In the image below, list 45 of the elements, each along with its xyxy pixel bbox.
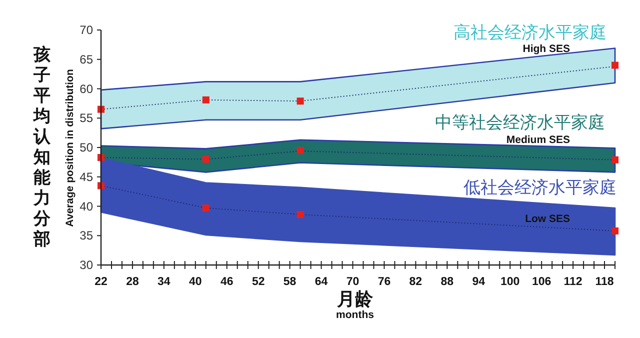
x-tick-label: 52 — [252, 276, 265, 288]
x-tick-label: 64 — [314, 276, 328, 288]
annotation: 高社会经济水平家庭 — [454, 23, 606, 42]
y-tick-label: 50 — [80, 140, 94, 154]
x-tick-label: 82 — [409, 276, 422, 288]
x-tick-label: 34 — [158, 276, 171, 288]
point — [612, 156, 618, 164]
annotation: 中等社会经济水平家庭 — [435, 113, 605, 132]
x-tick-label: 40 — [189, 276, 202, 288]
y-tick-label: 55 — [80, 111, 94, 126]
x-tick-label: 70 — [346, 276, 360, 288]
x-tick-label: 22 — [94, 276, 108, 288]
point — [612, 62, 618, 69]
point — [296, 146, 304, 154]
series-label: Low SES — [525, 213, 570, 226]
text: 孩子平均认知能力分部 — [34, 45, 50, 248]
text: months — [336, 309, 374, 321]
x-tick-label: 88 — [440, 276, 454, 288]
text: Average position in distribution — [64, 69, 76, 227]
y-tick-label: 60 — [80, 82, 94, 96]
x-tick-label: 106 — [532, 276, 552, 288]
y-tick-label: 70 — [80, 23, 94, 37]
y-tick-label: 35 — [80, 228, 94, 243]
x-tick-label: 76 — [378, 276, 391, 288]
x-tick-label: 100 — [500, 276, 520, 288]
x-tick-label: 112 — [564, 276, 582, 288]
x-axis-title: 月龄 — [336, 289, 374, 309]
point — [202, 204, 210, 212]
x-tick-label: 94 — [472, 276, 486, 288]
series-label: Medium SES — [506, 134, 570, 146]
x-tick-label: 46 — [220, 276, 234, 288]
point — [612, 227, 618, 234]
y-tick-label: 40 — [80, 199, 94, 214]
y-tick-label: 45 — [80, 170, 94, 184]
y-tick-label: 30 — [80, 258, 94, 272]
point — [296, 98, 304, 105]
point — [202, 96, 210, 104]
x-tick-label: 28 — [126, 276, 140, 288]
y-tick-label: 65 — [80, 52, 94, 66]
x-tick-label: 118 — [595, 276, 614, 288]
point — [296, 210, 304, 218]
series-label: High SES — [522, 43, 570, 56]
annotation: 低社会经济水平家庭 — [464, 178, 616, 197]
point — [202, 156, 210, 163]
x-tick-label: 58 — [283, 276, 297, 288]
